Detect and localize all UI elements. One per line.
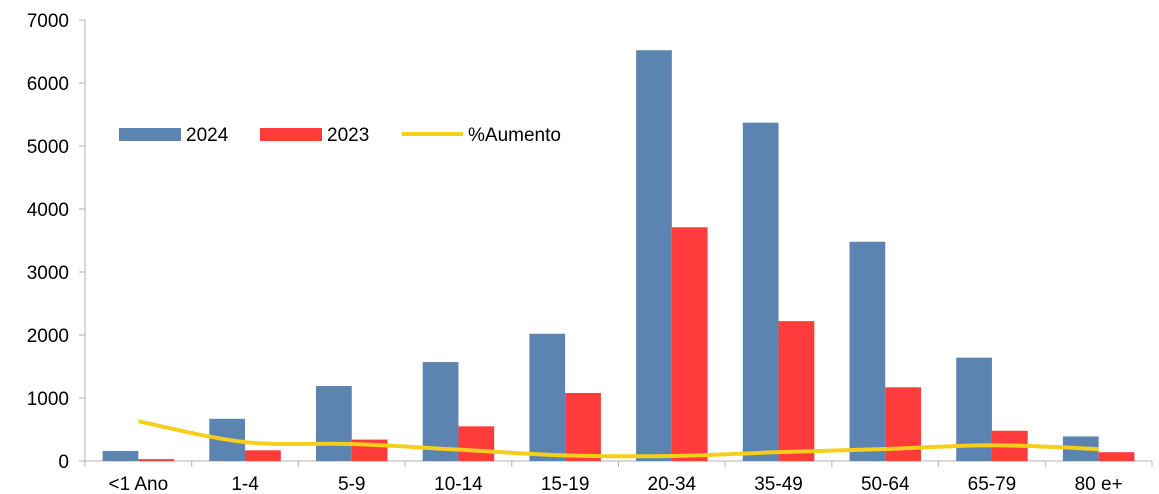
- y-tick-label: 6000: [27, 74, 69, 95]
- bar-2024-10-14: [422, 362, 459, 461]
- x-tick-label: 1-4: [231, 474, 259, 494]
- x-tick-label: 50-64: [861, 474, 910, 494]
- x-tick-label: 20-34: [648, 474, 697, 494]
- bar-2024-15-19: [529, 333, 566, 461]
- x-tick-label: 35-49: [754, 474, 803, 494]
- bar-2023-<1 Ano: [138, 459, 175, 461]
- legend-label-aumento: %Aumento: [468, 125, 561, 146]
- bar-2023-15-19: [565, 392, 601, 461]
- axes: 0 1000 2000 3000 4000 5000 6000 7000 <1 Ano 1-4 5-…: [27, 11, 1153, 494]
- line-series: [137, 419, 1099, 459]
- x-tick-label: <1 Ano: [108, 474, 168, 494]
- bar-2024-50-64: [849, 241, 886, 461]
- y-tick-label: 0: [58, 452, 69, 473]
- legend-label-2023: 2023: [327, 125, 369, 146]
- x-tick-label: 65-79: [968, 474, 1017, 494]
- bar-2023-10-14: [458, 426, 495, 461]
- x-tick-label: 80 e+: [1075, 474, 1123, 494]
- x-tick-label: 10-14: [434, 474, 483, 494]
- x-tick-label: 15-19: [541, 474, 590, 494]
- legend: 2024 2023 %Aumento: [119, 125, 561, 146]
- bar-2024-<1 Ano: [102, 450, 139, 461]
- bar-2023-80 e+: [1098, 452, 1135, 461]
- y-tick-label: 4000: [27, 200, 69, 221]
- bars: [102, 50, 1135, 462]
- x-tick-label: 5-9: [338, 474, 365, 494]
- bar-2024-35-49: [742, 122, 779, 461]
- legend-label-2024: 2024: [186, 125, 229, 146]
- y-tick-label: 2000: [27, 326, 69, 347]
- line-%Aumento: [137, 419, 1099, 459]
- bar-2024-20-34: [636, 50, 672, 462]
- bar-2023-20-34: [671, 227, 708, 461]
- y-tick-label: 7000: [27, 11, 69, 32]
- y-tick-label: 1000: [27, 389, 69, 410]
- legend-swatch-2023: [260, 128, 322, 141]
- bar-2024-5-9: [316, 386, 352, 461]
- y-tick-label: 5000: [27, 137, 69, 158]
- legend-swatch-2024: [119, 128, 181, 141]
- bar-2023-1-4: [245, 450, 281, 461]
- bar-2023-35-49: [778, 321, 815, 461]
- y-tick-label: 3000: [27, 263, 69, 284]
